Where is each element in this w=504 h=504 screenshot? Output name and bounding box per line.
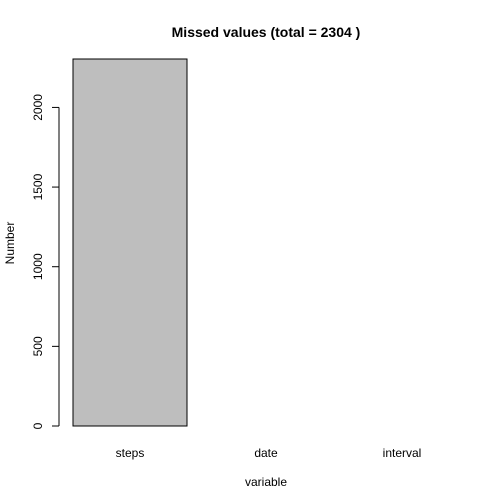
bar-steps bbox=[72, 58, 188, 427]
bars bbox=[72, 58, 188, 427]
y-tick-label: 2000 bbox=[31, 94, 45, 121]
x-axis-label: variable bbox=[245, 475, 287, 489]
category-labels: steps date interval bbox=[116, 446, 422, 460]
y-tick-label: 1000 bbox=[31, 253, 45, 280]
y-tick-label: 1500 bbox=[31, 173, 45, 200]
chart-title: Missed values (total = 2304 ) bbox=[172, 24, 361, 40]
y-axis-label: Number bbox=[3, 222, 17, 265]
y-tick-label: 0 bbox=[31, 422, 45, 429]
x-tick-label-interval: interval bbox=[383, 446, 422, 460]
x-tick-label-date: date bbox=[254, 446, 278, 460]
y-axis: 0 500 1000 1500 2000 bbox=[31, 94, 60, 429]
y-tick-label: 500 bbox=[31, 336, 45, 356]
x-tick-label-steps: steps bbox=[116, 446, 145, 460]
